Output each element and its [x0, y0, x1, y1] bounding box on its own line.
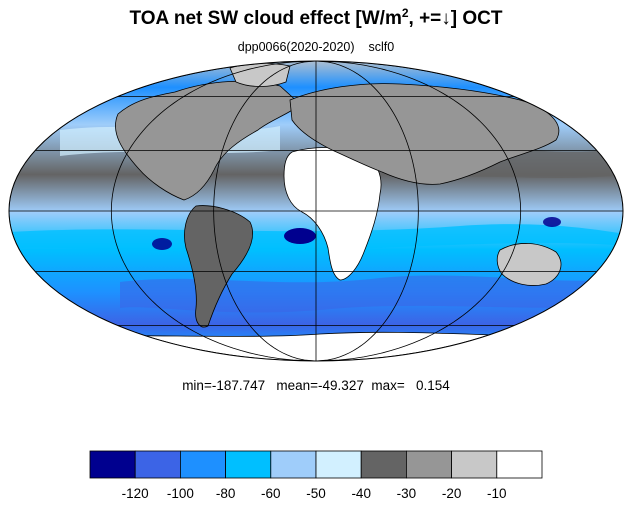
sc-deck-atlantic	[284, 228, 316, 244]
north-america	[115, 80, 301, 201]
stat-max-value: 0.154	[416, 378, 450, 393]
colorbar-labels: -120 -100 -80 -60 -50 -40 -30 -20 -10	[122, 486, 507, 501]
colorbar-tick-label: -60	[261, 486, 281, 501]
stat-min-value: -187.747	[211, 378, 266, 393]
statistics-line: min=-187.747 mean=-49.327 max= 0.154	[0, 378, 632, 393]
subtitle-variable: sclf0	[368, 40, 395, 54]
colorbar-tick-label: -50	[306, 486, 326, 501]
map-outline	[8, 60, 624, 362]
stat-mean-label: mean=	[276, 378, 319, 393]
colorbar-box	[179, 450, 226, 479]
title-superscript: 2	[401, 6, 409, 20]
world-map	[8, 60, 624, 362]
stat-min-label: min=	[182, 378, 212, 393]
colorbar: -120 -100 -80 -60 -50 -40 -30 -20 -10	[89, 450, 543, 501]
colorbar-box	[89, 450, 136, 479]
colorbar-box	[360, 450, 407, 479]
sc-deck-peru	[152, 238, 172, 250]
south-america	[184, 205, 253, 328]
southern-storm-track	[120, 275, 610, 313]
stat-max-label: max=	[371, 378, 405, 393]
colorbar-box	[225, 450, 272, 479]
colorbar-box	[405, 450, 452, 479]
colorbar-tick-label: -100	[167, 486, 194, 501]
colorbar-box	[315, 450, 362, 479]
colorbar-box	[134, 450, 181, 479]
colorbar-tick-label: -120	[122, 486, 149, 501]
colorbar-box	[496, 450, 543, 479]
colorbar-box	[270, 450, 317, 479]
subtitle-run: dpp0066(2020-2020)	[237, 40, 355, 54]
colorbar-tick-label: -40	[351, 486, 371, 501]
chart-title: TOA net SW cloud effect [W/m2, +=↓] OCT	[0, 6, 632, 30]
longitude-line	[315, 61, 522, 361]
stat-mean-value: -49.327	[318, 378, 364, 393]
longitude-line	[110, 61, 317, 361]
eurasia	[289, 83, 560, 185]
longitude-line	[315, 61, 419, 361]
australia	[496, 243, 562, 286]
sc-deck-maritime	[543, 217, 561, 227]
colorbar-tick-label: -80	[216, 486, 236, 501]
colorbar-tick-label: -10	[487, 486, 507, 501]
title-main: TOA net SW cloud effect [W/m	[129, 8, 402, 29]
colorbar-tick-label: -30	[397, 486, 417, 501]
longitude-line	[213, 61, 317, 361]
colorbar-boxes	[89, 450, 543, 479]
title-suffix: , +=↓] OCT	[408, 8, 503, 29]
chart-subtitle: dpp0066(2020-2020) sclf0	[0, 40, 632, 54]
colorbar-tick-label: -20	[442, 486, 462, 501]
colorbar-box	[451, 450, 498, 479]
